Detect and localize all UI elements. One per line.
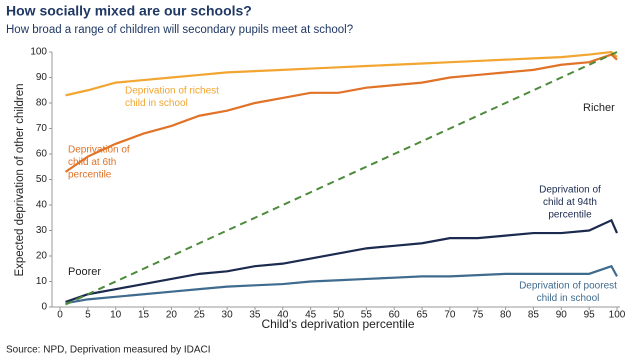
x-axis-label: Child's deprivation percentile [261, 317, 414, 331]
series-line [65, 264, 618, 305]
source: Source: NPD, Deprivation measured by IDA… [6, 345, 211, 356]
x-tick-label: 0 [57, 310, 63, 321]
x-tick-label: 90 [556, 310, 568, 321]
x-tick-label: 70 [444, 310, 456, 321]
y-tick-label: 0 [41, 302, 47, 313]
y-tick-label: 50 [36, 174, 48, 185]
y-tick-label: 80 [36, 98, 48, 109]
annotation: child at 94th [543, 197, 597, 208]
x-tick-label: 10 [110, 310, 122, 321]
y-tick-label: 20 [36, 251, 48, 262]
chart-subtitle: How broad a range of children will secon… [6, 24, 353, 36]
annotation: child in school [125, 98, 188, 109]
x-tick-label: 75 [472, 310, 484, 321]
annotation: child in school [537, 293, 600, 304]
annotation: Deprivation of [539, 185, 601, 196]
annotation: Deprivation of poorest [519, 281, 617, 292]
x-tick-label: 50 [333, 310, 345, 321]
x-tick-label: 5 [85, 310, 91, 321]
y-tick-label: 60 [36, 149, 48, 160]
annotation: child at 6th [68, 157, 116, 168]
y-tick-label: 40 [36, 200, 48, 211]
y-tick-label: 90 [36, 72, 48, 83]
x-tick-label: 20 [166, 310, 178, 321]
x-tick-label: 55 [361, 310, 373, 321]
annotation: percentile [548, 210, 592, 221]
x-tick-label: 40 [277, 310, 289, 321]
annotation: Deprivation of richest [125, 86, 219, 97]
x-tick-label: 65 [416, 310, 428, 321]
series-line [64, 53, 618, 173]
x-tick-label: 80 [500, 310, 512, 321]
series-line [65, 50, 618, 97]
annotation: Poorer [68, 266, 101, 278]
y-tick-label: 70 [36, 123, 48, 134]
y-tick-label: 10 [36, 276, 48, 287]
x-tick-label: 60 [389, 310, 401, 321]
y-axis-label: Expected deprivation of other children [14, 83, 26, 276]
annotation: Deprivation of [68, 145, 130, 156]
x-tick-label: 25 [194, 310, 206, 321]
x-tick-label: 95 [584, 310, 596, 321]
y-tick-label: 100 [30, 47, 47, 58]
annotation: Richer [583, 102, 615, 114]
x-tick-label: 45 [305, 310, 317, 321]
x-tick-label: 35 [249, 310, 261, 321]
chart-title: How socially mixed are our schools? [6, 3, 252, 19]
series-line [65, 218, 619, 303]
annotation: percentile [68, 170, 112, 181]
series-line [65, 51, 618, 306]
x-tick-label: 85 [528, 310, 540, 321]
x-tick-label: 30 [222, 310, 234, 321]
x-tick-label: 15 [138, 310, 150, 321]
y-tick-label: 30 [36, 225, 48, 236]
x-tick-label: 100 [609, 310, 626, 321]
